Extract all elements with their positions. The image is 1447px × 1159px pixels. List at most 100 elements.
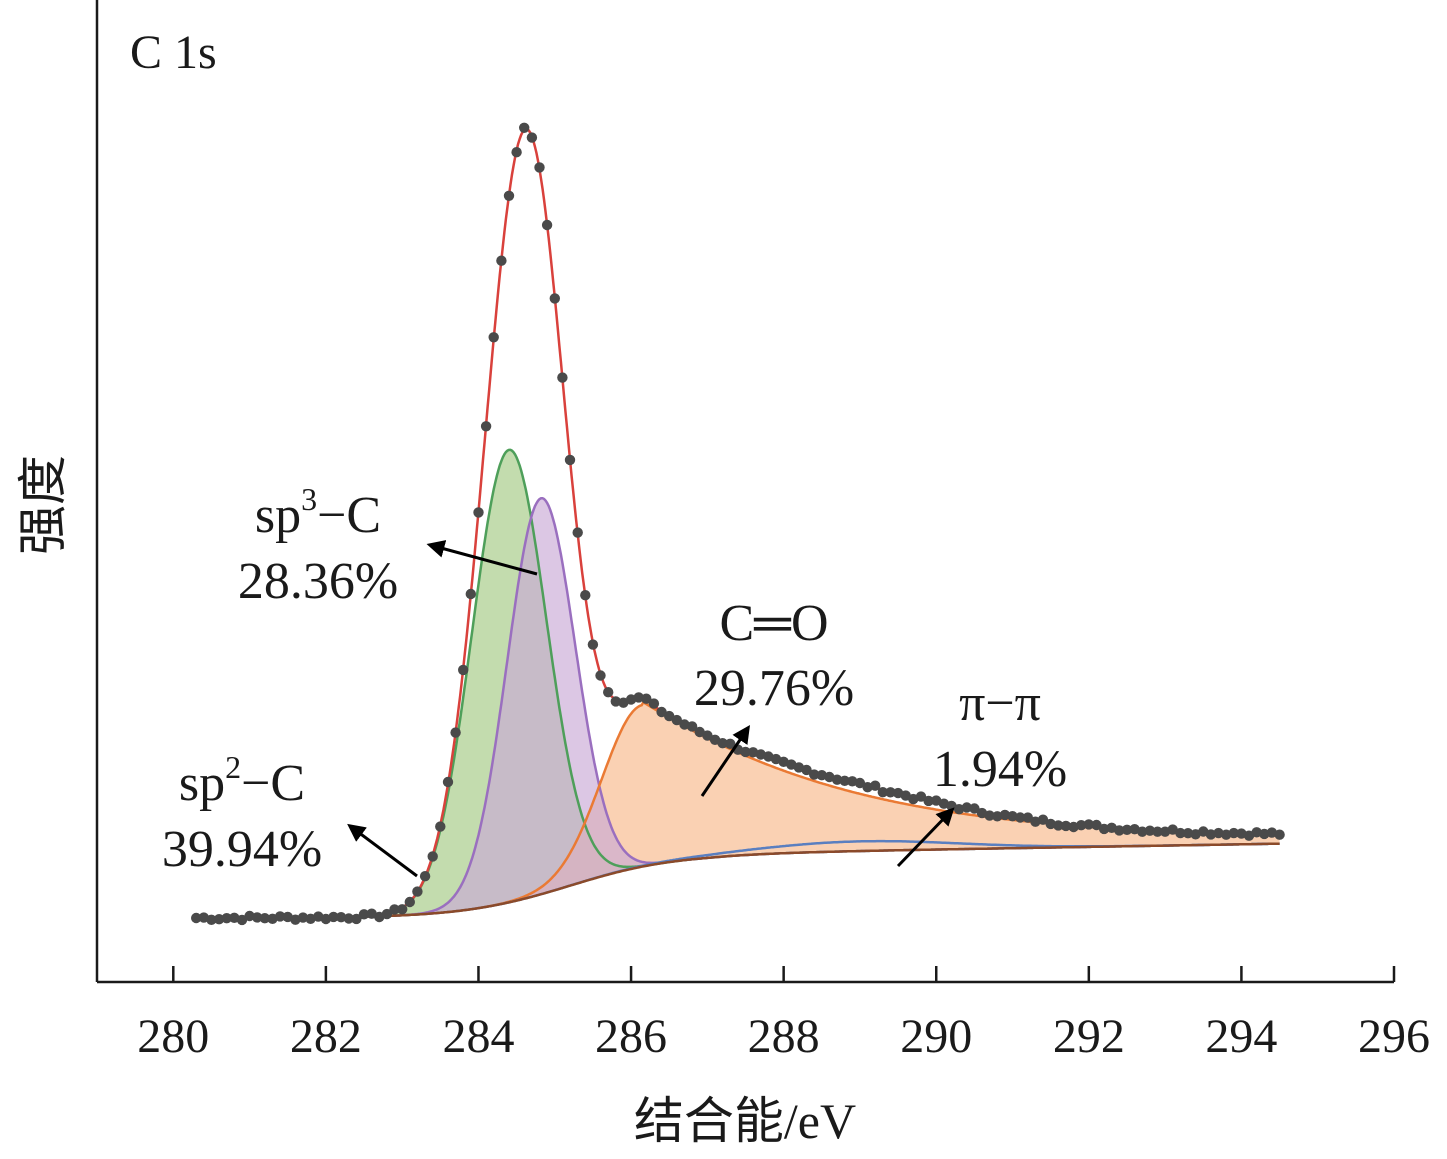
x-tick-label: 286 (595, 1010, 667, 1063)
data-point (343, 913, 354, 924)
c-o-arrow (700, 725, 751, 797)
data-point (351, 913, 362, 925)
data-point (1076, 820, 1087, 831)
data-point (480, 421, 492, 432)
data-point (1137, 826, 1148, 837)
x-tick-label: 292 (1053, 1010, 1125, 1063)
c-o-peak-fill (196, 702, 1280, 918)
data-point (259, 913, 270, 924)
data-point (442, 776, 454, 788)
annotations: sp3−C 28.36% C═O 29.76% π−π 1.94% sp2−C 39.94% (162, 481, 1067, 878)
data-point (450, 727, 461, 738)
data-point (389, 904, 400, 915)
pi-pi-label: π−π (959, 675, 1041, 732)
peak-fills (196, 449, 1280, 918)
data-point (541, 219, 553, 231)
data-point (404, 896, 415, 908)
x-tick-label: 282 (290, 1010, 362, 1063)
data-point (1114, 825, 1125, 836)
data-point (587, 639, 599, 650)
data-point (1007, 811, 1018, 822)
data-point (519, 122, 530, 133)
sp2-c-percent: 39.94% (162, 821, 322, 878)
data-point (809, 769, 820, 780)
data-point (1144, 825, 1156, 836)
data-point (511, 147, 522, 158)
data-point (831, 774, 843, 785)
data-point (1037, 814, 1049, 825)
sp2-c-arrow (347, 823, 418, 878)
x-axis-title: 结合能/eV (634, 1093, 856, 1149)
data-point (1274, 829, 1285, 840)
data-point (1015, 812, 1026, 823)
data-point (923, 795, 934, 807)
data-point (1053, 820, 1064, 831)
data-point (854, 777, 866, 789)
sp2-c-peak-fill (196, 449, 1280, 918)
data-point (1083, 819, 1095, 830)
data-point (358, 909, 370, 920)
data-point (839, 775, 850, 786)
panel-label: C 1s (130, 26, 217, 79)
data-point (580, 590, 591, 601)
data-point (252, 912, 263, 923)
data-point (526, 132, 538, 143)
data-point (648, 698, 660, 709)
data-point (191, 912, 202, 924)
data-point (496, 255, 507, 266)
x-tick-label: 280 (137, 1010, 209, 1063)
data-point (221, 913, 232, 924)
data-point (458, 664, 469, 676)
data-point (465, 588, 476, 600)
data-point (488, 332, 499, 343)
data-point (435, 821, 446, 832)
x-tick-label: 290 (900, 1010, 972, 1063)
data-point (503, 190, 515, 201)
data-point (1121, 824, 1133, 835)
data-point (1022, 812, 1033, 823)
data-point (335, 912, 347, 923)
data-point (206, 914, 217, 925)
x-tick-label: 296 (1358, 1010, 1430, 1063)
sp3-c-label: sp3−C (255, 481, 381, 544)
x-tick-label: 294 (1205, 1010, 1277, 1063)
pi-pi-percent: 1.94% (933, 741, 1067, 798)
data-point (603, 687, 614, 698)
data-point (915, 791, 927, 802)
data-point (274, 911, 286, 922)
data-point (686, 721, 698, 732)
sp3-c-arrow (426, 540, 538, 576)
data-point (381, 908, 393, 920)
pi-pi-arrow (896, 807, 955, 868)
data-point (213, 914, 225, 925)
data-point (1060, 820, 1072, 832)
data-point (984, 810, 995, 821)
data-point (534, 162, 545, 173)
data-point (877, 787, 888, 798)
data-point (473, 507, 484, 518)
data-point (397, 904, 408, 915)
data-points (191, 122, 1285, 926)
axes: 280 282 284 286 288 290 292 294 296 结合能/eV 强度 C 1s (15, 0, 1430, 1149)
data-point (557, 372, 568, 383)
data-point (1228, 827, 1240, 839)
data-point (419, 871, 431, 882)
data-point (1152, 826, 1163, 837)
data-point (1098, 823, 1110, 835)
data-point (412, 886, 423, 897)
data-point (1182, 828, 1194, 839)
data-point (564, 454, 576, 466)
c-o-percent: 29.76% (694, 660, 854, 717)
data-point (1175, 827, 1186, 839)
data-point (717, 738, 728, 749)
data-point (969, 803, 980, 814)
sp3-c-percent: 28.36% (238, 553, 398, 610)
data-point (702, 730, 713, 741)
data-point (572, 527, 583, 538)
data-point (427, 851, 438, 862)
y-axis-title: 强度 (15, 455, 71, 555)
x-tick-label: 288 (748, 1010, 820, 1063)
c-o-label: C═O (719, 595, 828, 652)
background-line (196, 842, 1280, 920)
data-point (595, 670, 606, 681)
